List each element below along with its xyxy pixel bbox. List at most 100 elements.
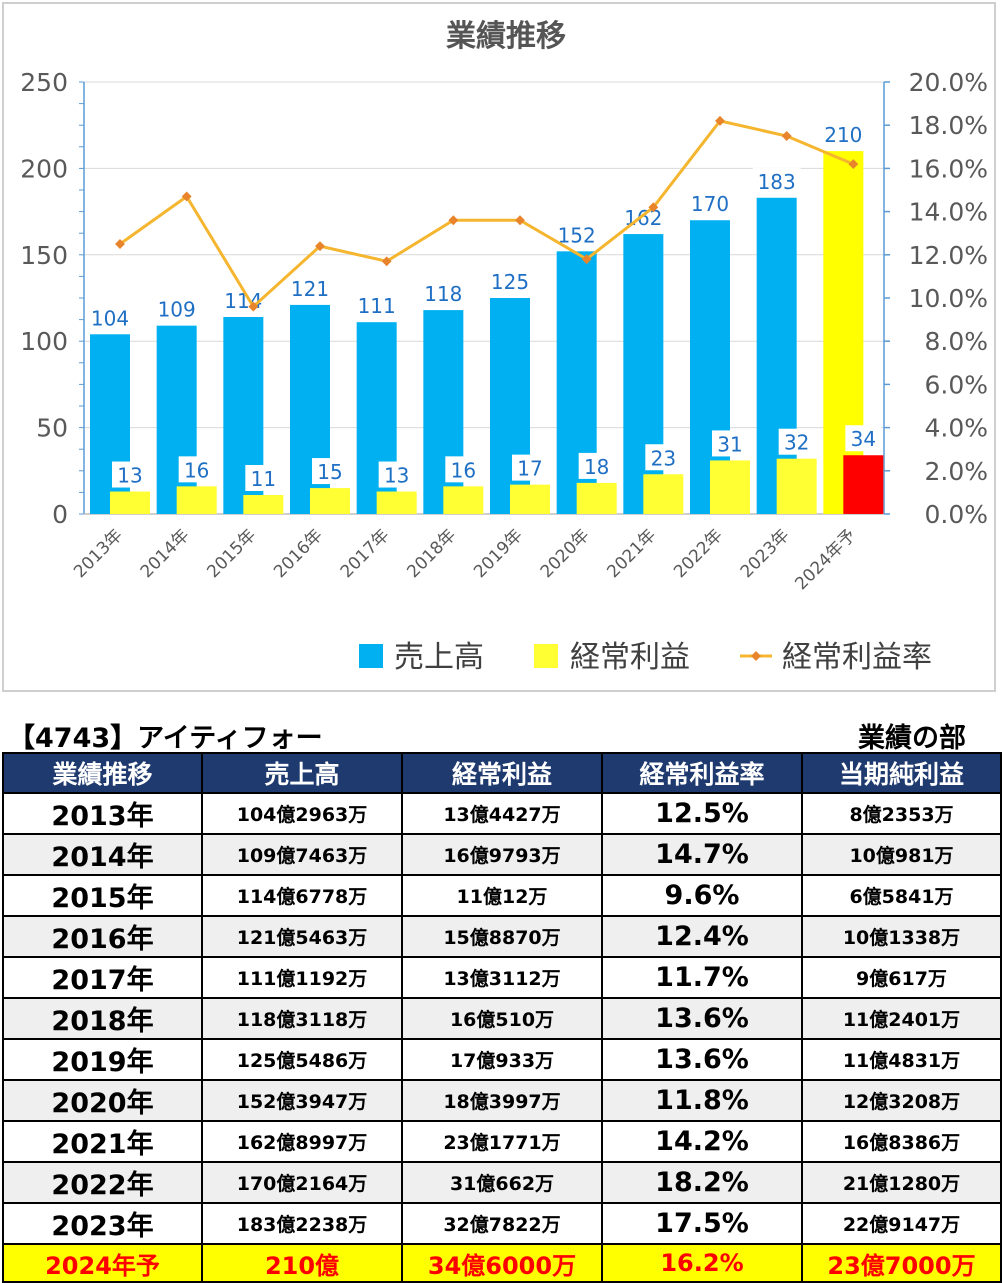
profit-data-label: 23 bbox=[651, 446, 676, 470]
header-ordinary-profit: 経常利益 bbox=[401, 752, 603, 794]
sales-bar bbox=[490, 298, 530, 514]
profit-data-label: 34 bbox=[851, 427, 876, 451]
table-row: 2018年 118億3118万 16億510万 13.6% 11億2401万 bbox=[2, 997, 1002, 1040]
chart-svg: 業績推移 0 50 100 150 200 250 0.0% 2.0% 4.0% 6.0% 8.0% 1… bbox=[20, 19, 988, 675]
row-ordinary-profit: 34億6000万 bbox=[401, 1243, 603, 1283]
sales-data-label: 121 bbox=[291, 277, 329, 301]
row-profit-margin: 12.4% bbox=[601, 915, 803, 958]
row-sales: 170億2164万 bbox=[201, 1161, 403, 1204]
sales-bar bbox=[623, 234, 664, 514]
profit-bar bbox=[310, 488, 350, 514]
row-year: 2022年 bbox=[2, 1161, 203, 1204]
profit-bar bbox=[576, 482, 617, 514]
row-profit-margin: 14.2% bbox=[601, 1120, 803, 1163]
x-tick-label: 2014年 bbox=[137, 525, 194, 582]
legend-marker-margin bbox=[751, 651, 761, 661]
profit-label-bg bbox=[112, 461, 148, 488]
row-profit-margin: 9.6% bbox=[601, 874, 803, 917]
row-ordinary-profit: 13億4427万 bbox=[401, 792, 603, 835]
profit-data-label: 16 bbox=[451, 458, 476, 482]
profit-margin-point bbox=[581, 254, 592, 265]
profit-label-bg bbox=[712, 430, 748, 457]
profit-label-bg bbox=[445, 456, 482, 483]
y2-tick-label: 12.0% bbox=[909, 241, 988, 270]
row-ordinary-profit: 16億9793万 bbox=[401, 833, 603, 876]
y2-tick-label: 10.0% bbox=[909, 284, 988, 313]
sales-bar bbox=[823, 151, 864, 514]
sales-data-label: 125 bbox=[491, 270, 529, 294]
row-sales: 125億5486万 bbox=[201, 1038, 403, 1081]
row-year: 2017年 bbox=[2, 956, 203, 999]
sales-label-bg bbox=[86, 304, 134, 331]
y2-tick-label: 16.0% bbox=[909, 154, 988, 183]
profit-bar bbox=[176, 486, 217, 514]
caption-bar: 【4743】アイティフォー 業績の部 bbox=[0, 712, 1002, 754]
row-net-income: 10億1338万 bbox=[801, 915, 1002, 958]
row-ordinary-profit: 23億1771万 bbox=[401, 1120, 603, 1163]
row-year: 2015年 bbox=[2, 874, 203, 917]
row-net-income: 22億9147万 bbox=[801, 1202, 1002, 1245]
row-sales: 152億3947万 bbox=[201, 1079, 403, 1122]
header-profit-margin: 経常利益率 bbox=[601, 752, 803, 794]
table-row: 2022年 170億2164万 31億662万 18.2% 21億1280万 bbox=[2, 1161, 1002, 1204]
profit-label-bg bbox=[578, 452, 615, 479]
row-year: 2018年 bbox=[2, 997, 203, 1040]
row-profit-margin: 14.7% bbox=[601, 833, 803, 876]
sales-label-bg bbox=[286, 274, 334, 301]
row-year: 2021年 bbox=[2, 1120, 203, 1163]
profit-label-bg bbox=[845, 425, 882, 452]
profit-margin-point bbox=[515, 215, 525, 226]
sales-data-label: 170 bbox=[691, 192, 729, 216]
profit-bar bbox=[710, 460, 750, 514]
y-tick-label: 50 bbox=[36, 414, 68, 443]
profit-label-bg bbox=[245, 464, 282, 491]
row-ordinary-profit: 13億3112万 bbox=[401, 956, 603, 999]
row-sales: 121億5463万 bbox=[201, 915, 403, 958]
row-sales: 183億2238万 bbox=[201, 1202, 403, 1245]
profit-data-label: 17 bbox=[517, 457, 542, 481]
profit-label-bg bbox=[645, 444, 682, 471]
profit-bar bbox=[376, 491, 417, 514]
profit-margin-point bbox=[448, 215, 459, 226]
table-row: 2015年 114億6778万 11億12万 9.6% 6億5841万 bbox=[2, 874, 1002, 917]
x-tick-label: 2016年 bbox=[270, 525, 327, 582]
profit-label-bg bbox=[312, 458, 348, 485]
y2-tick-label: 14.0% bbox=[909, 198, 988, 227]
legend-swatch-profit bbox=[534, 644, 558, 668]
row-profit-margin: 11.8% bbox=[601, 1079, 803, 1122]
sales-label-bg bbox=[486, 268, 534, 294]
table-row: 2014年 109億7463万 16億9793万 14.7% 10億981万 bbox=[2, 833, 1002, 876]
row-net-income: 11億2401万 bbox=[801, 997, 1002, 1040]
sales-bar bbox=[423, 310, 464, 514]
sales-data-label: 152 bbox=[558, 223, 596, 247]
x-tick-label: 2015年 bbox=[203, 525, 260, 582]
profit-data-label: 13 bbox=[384, 464, 409, 488]
row-ordinary-profit: 31億662万 bbox=[401, 1161, 603, 1204]
row-year: 2016年 bbox=[2, 915, 203, 958]
sales-data-label: 210 bbox=[824, 123, 862, 147]
row-sales: 111億1192万 bbox=[201, 956, 403, 999]
profit-data-label: 13 bbox=[117, 464, 142, 488]
sales-label-bg bbox=[152, 295, 201, 322]
y2-tick-label: 2.0% bbox=[924, 457, 988, 486]
table-body: 2013年 104億2963万 13億4427万 12.5% 8億2353万 2014年 1… bbox=[2, 792, 1002, 1283]
row-net-income: 9億617万 bbox=[801, 956, 1002, 999]
row-year: 2014年 bbox=[2, 833, 203, 876]
row-year: 2023年 bbox=[2, 1202, 203, 1245]
x-tick-label: 2021年 bbox=[603, 525, 660, 582]
sales-bar bbox=[156, 325, 197, 514]
profit-data-label: 31 bbox=[717, 432, 742, 456]
profit-margin-point bbox=[181, 191, 192, 202]
profit-data-label: 16 bbox=[184, 458, 209, 482]
legend-label-sales: 売上高 bbox=[394, 640, 484, 675]
y2-tick-label: 6.0% bbox=[924, 370, 988, 399]
header-sales: 売上高 bbox=[201, 752, 403, 794]
row-net-income: 21億1280万 bbox=[801, 1161, 1002, 1204]
row-profit-margin: 11.7% bbox=[601, 956, 803, 999]
y-tick-label: 100 bbox=[20, 327, 68, 356]
y2-tick-label: 8.0% bbox=[924, 327, 988, 356]
y-tick-label: 250 bbox=[20, 68, 68, 97]
sales-data-label: 118 bbox=[424, 282, 462, 306]
row-ordinary-profit: 11億12万 bbox=[401, 874, 603, 917]
y-tick-label: 200 bbox=[20, 154, 68, 183]
